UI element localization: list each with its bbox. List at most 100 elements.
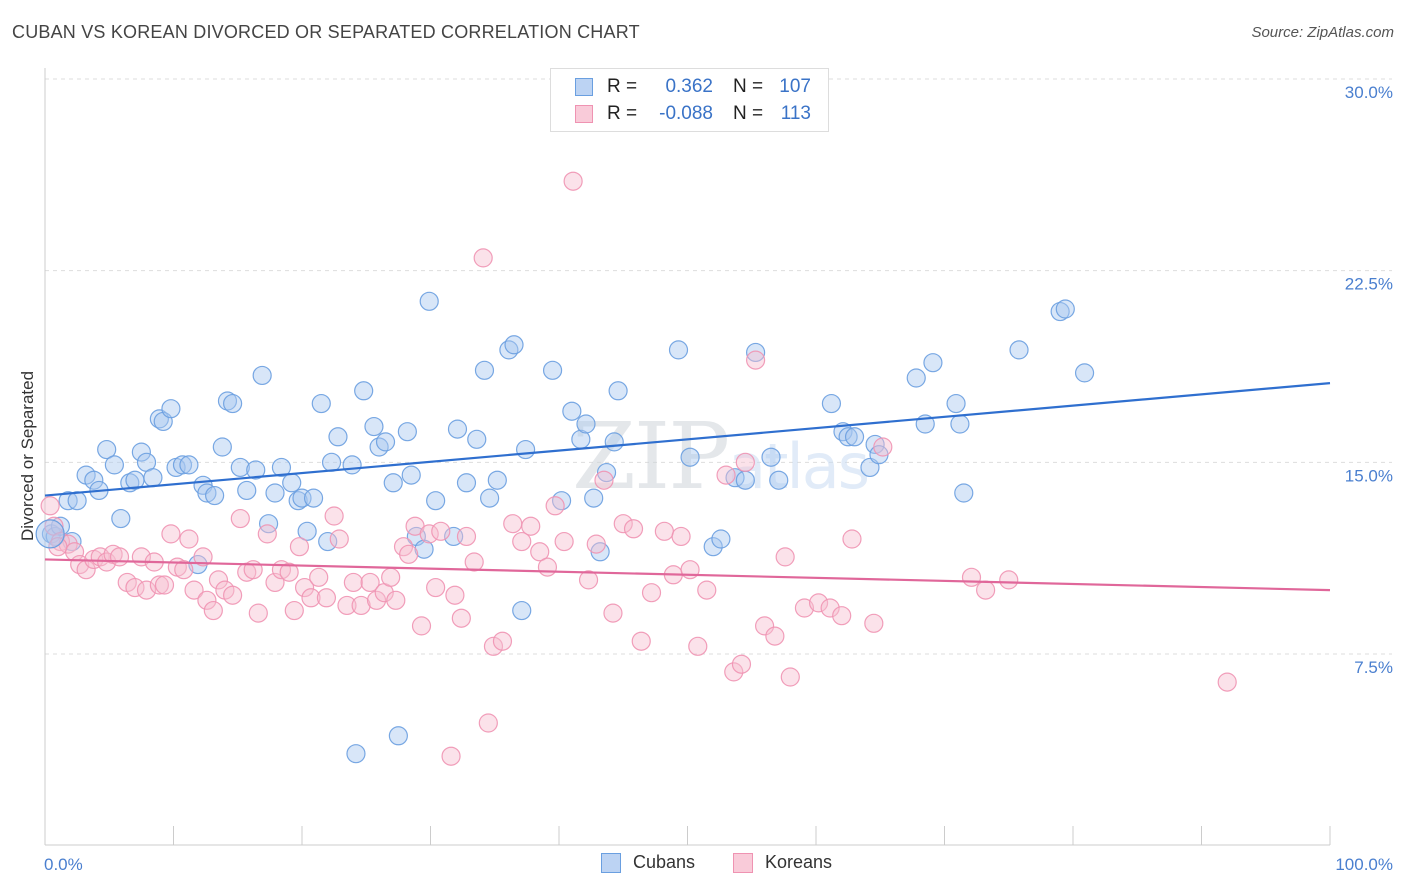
koreans-point — [451, 608, 471, 628]
koreans-point — [473, 248, 493, 268]
cubans-point — [197, 483, 217, 503]
cubans-legend-label: Cubans — [633, 852, 696, 872]
n-value: 113 — [780, 103, 811, 124]
cubans-point — [480, 488, 500, 508]
koreans-point — [478, 713, 498, 733]
cubans-point — [906, 368, 926, 388]
x-tick-label-min: 0.0% — [44, 855, 83, 874]
cubans-point — [297, 521, 317, 541]
cubans-point — [346, 744, 366, 764]
cubans-legend-swatch — [601, 852, 621, 873]
cubans-point — [711, 529, 731, 549]
y-axis-label: Divorced or Separated — [18, 371, 37, 541]
koreans-point — [193, 547, 213, 567]
cubans-point — [223, 393, 243, 414]
correlation-legend: R = 0.362 N = 107 R = -0.088 N = 113 — [550, 68, 829, 132]
y-tick-label: 22.5% — [1345, 275, 1393, 294]
koreans-point — [492, 631, 513, 651]
koreans-point — [976, 580, 996, 600]
koreans-point — [40, 496, 60, 516]
koreans-point — [688, 636, 708, 656]
cubans-point — [342, 455, 362, 475]
koreans-point — [820, 598, 840, 618]
cubans-point — [761, 447, 781, 467]
cubans-point — [504, 335, 524, 355]
cubans-point — [1050, 301, 1070, 322]
koreans-point — [399, 544, 419, 564]
koreans-point — [794, 598, 815, 618]
koreans-point — [483, 636, 504, 656]
cubans-point — [237, 480, 257, 501]
koreans-point — [136, 580, 157, 600]
cubans-point — [303, 488, 324, 508]
cubans-point — [735, 470, 755, 490]
chart-source: Source: ZipAtlas.com — [1251, 24, 1394, 41]
cubans-point — [838, 427, 858, 447]
cubans-point — [388, 726, 408, 746]
cubans-point — [608, 381, 628, 401]
axis-layer: 7.5% 15.0% 22.5% 30.0% 0.0% 100.0% — [44, 68, 1393, 874]
koreans-point — [999, 570, 1019, 590]
legend-item-cubans: Cubans — [601, 852, 695, 873]
koreans-point — [464, 552, 484, 572]
koreans-point — [301, 588, 321, 608]
cubans-point — [551, 491, 572, 511]
cubans-point — [426, 491, 446, 511]
koreans-point — [765, 626, 785, 646]
koreans-point — [724, 662, 744, 682]
cubans-point — [252, 365, 272, 386]
trend-layer — [44, 382, 1331, 592]
koreans-point — [842, 529, 862, 549]
r-value: 0.362 — [665, 76, 713, 97]
koreans-point — [294, 577, 315, 598]
koreans-point — [735, 452, 755, 472]
watermark-atlas: atlas — [728, 430, 868, 503]
koreans-point — [503, 514, 523, 534]
koreans-point — [184, 580, 204, 600]
koreans-point — [324, 506, 344, 526]
koreans-point — [279, 562, 299, 582]
koreans-point — [426, 577, 446, 598]
koreans-point — [329, 529, 349, 549]
koreans-point — [1217, 672, 1237, 692]
koreans-point — [223, 585, 243, 605]
koreans-point — [754, 616, 775, 636]
koreans-point — [154, 575, 175, 595]
y-tick-label: 30.0% — [1345, 83, 1393, 102]
cubans-point — [746, 342, 766, 363]
cubans-point — [668, 340, 689, 360]
koreans-point — [746, 350, 766, 370]
koreans-swatch — [575, 105, 593, 123]
cubans-point — [1074, 363, 1095, 383]
koreans-point — [366, 590, 387, 610]
koreans-point — [419, 524, 439, 544]
koreans-point — [586, 534, 606, 554]
cubans-point — [328, 427, 348, 447]
cubans-point — [467, 429, 487, 449]
koreans-point — [343, 572, 363, 593]
cubans-point — [172, 455, 193, 475]
koreans-legend-swatch — [733, 852, 753, 873]
cubans-point — [271, 457, 292, 478]
cubans-point — [369, 437, 389, 457]
cubans-point — [292, 488, 312, 508]
koreans-point — [780, 667, 800, 687]
cubans-point — [474, 360, 495, 380]
cubans-point — [246, 460, 266, 480]
koreans-point — [563, 171, 583, 191]
koreans-point — [731, 654, 752, 674]
cubans-point — [311, 393, 331, 414]
koreans-point — [197, 590, 217, 610]
cubans-point — [604, 432, 624, 452]
cubans-point — [282, 473, 302, 493]
n-label: N = — [733, 103, 764, 124]
koreans-point — [578, 570, 599, 590]
koreans-point — [208, 570, 229, 590]
koreans-point — [456, 526, 477, 547]
r-value: -0.088 — [659, 103, 713, 124]
cubans-point — [258, 514, 279, 534]
cubans-trend-line — [44, 382, 1331, 497]
koreans-point — [431, 521, 451, 541]
chart-title: CUBAN VS KOREAN DIVORCED OR SEPARATED CO… — [12, 22, 640, 42]
